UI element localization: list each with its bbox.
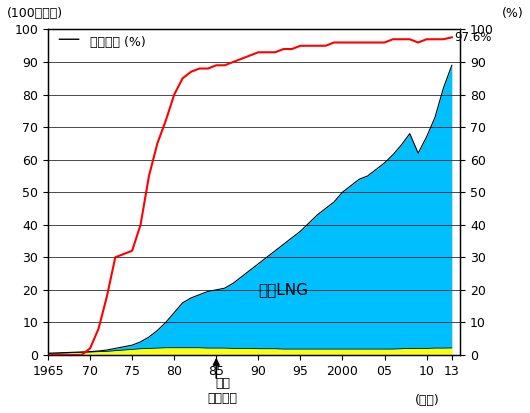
- Text: 輸入比率 (%): 輸入比率 (%): [90, 36, 146, 49]
- Text: 97.6%: 97.6%: [454, 31, 492, 44]
- Text: 8,773万t: 8,773万t: [0, 412, 1, 413]
- Text: 国産
天然ガス: 国産 天然ガス: [208, 377, 237, 405]
- Text: 215万t: 215万t: [0, 412, 1, 413]
- Text: (%): (%): [501, 7, 523, 20]
- Text: (100万トン): (100万トン): [7, 7, 63, 20]
- Text: (年度): (年度): [415, 394, 439, 407]
- Text: 輸入LNG: 輸入LNG: [259, 282, 308, 297]
